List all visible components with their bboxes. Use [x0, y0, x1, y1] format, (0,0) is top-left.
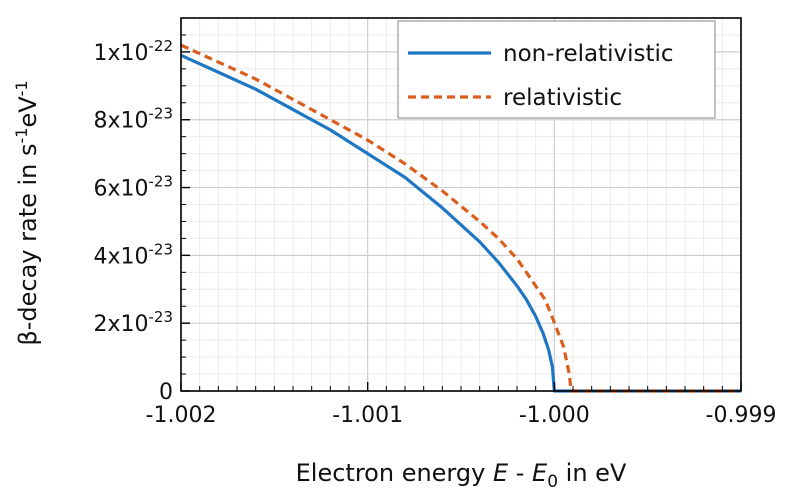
legend-box	[397, 20, 716, 119]
x-tick-label: -0.999	[706, 403, 777, 428]
x-axis-title: Electron energy E - E0 in eV	[296, 459, 627, 492]
legend: non-relativistic relativistic	[397, 20, 716, 119]
x-tick-label: -1.000	[519, 403, 590, 428]
y-tick-labels: 0 2x10-23 4x10-23 6x10-23 8x10-23 1x10-22	[93, 37, 173, 405]
x-tick-labels: -1.002 -1.001 -1.000 -0.999	[146, 403, 777, 428]
y-tick-label: 1x10-22	[93, 37, 173, 66]
x-tick-label: -1.001	[332, 403, 403, 428]
y-axis-title: β-decay rate in s-1eV-1	[12, 80, 42, 345]
y-tick-label: 6x10-23	[93, 173, 173, 202]
legend-label-relativistic: relativistic	[503, 85, 622, 111]
y-tick-label: 4x10-23	[93, 240, 173, 269]
x-tick-label: -1.002	[146, 403, 217, 428]
tick-marks	[180, 34, 742, 392]
legend-label-non-relativistic: non-relativistic	[503, 41, 674, 67]
y-tick-label: 0	[159, 380, 173, 405]
series-line-relativistic	[180, 43, 741, 393]
y-tick-label: 2x10-23	[93, 308, 173, 337]
y-tick-label: 8x10-23	[93, 105, 173, 134]
